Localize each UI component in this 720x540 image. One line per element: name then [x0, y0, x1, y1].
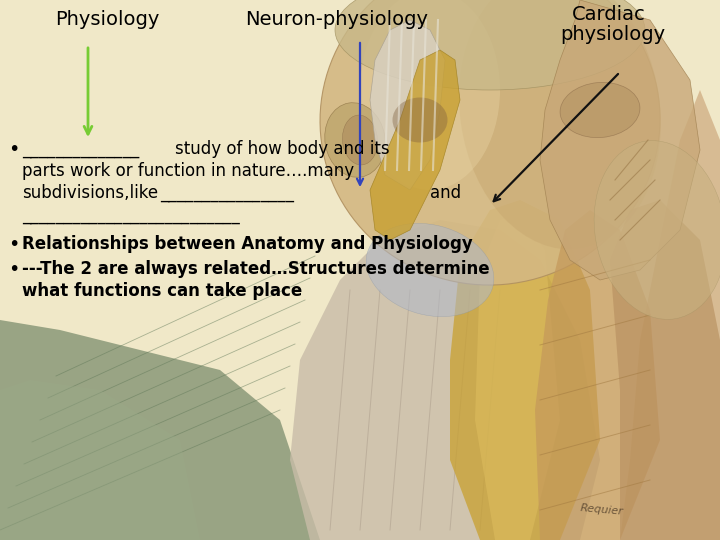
Ellipse shape — [325, 103, 385, 177]
Text: •: • — [8, 140, 19, 159]
Text: ________________: ________________ — [160, 184, 294, 202]
Polygon shape — [450, 200, 600, 540]
Ellipse shape — [366, 224, 494, 316]
Ellipse shape — [360, 0, 500, 190]
Text: study of how body and its: study of how body and its — [175, 140, 390, 158]
Ellipse shape — [560, 83, 640, 138]
Polygon shape — [370, 50, 460, 240]
Ellipse shape — [320, 0, 660, 285]
Polygon shape — [475, 210, 560, 540]
Polygon shape — [290, 220, 600, 540]
Text: Physiology: Physiology — [55, 10, 159, 29]
Text: Requier: Requier — [580, 503, 624, 517]
Text: what functions can take place: what functions can take place — [22, 282, 302, 300]
Ellipse shape — [594, 140, 720, 319]
Text: ______________: ______________ — [22, 140, 139, 158]
Text: •: • — [8, 235, 19, 254]
Text: Relationships between Anatomy and Physiology: Relationships between Anatomy and Physio… — [22, 235, 473, 253]
Polygon shape — [610, 200, 720, 540]
Text: ---The 2 are always related…Structures determine: ---The 2 are always related…Structures d… — [22, 260, 490, 278]
Polygon shape — [620, 90, 720, 540]
Text: __________________________: __________________________ — [22, 206, 240, 224]
Ellipse shape — [459, 0, 661, 249]
Polygon shape — [535, 210, 660, 540]
Text: and: and — [430, 184, 461, 202]
Text: subdivisions,like: subdivisions,like — [22, 184, 158, 202]
Ellipse shape — [335, 0, 645, 90]
Polygon shape — [540, 0, 700, 280]
Text: Neuron-physiology: Neuron-physiology — [245, 10, 428, 29]
Polygon shape — [0, 380, 200, 540]
Ellipse shape — [343, 115, 377, 165]
Polygon shape — [0, 320, 320, 540]
Text: Cardiac: Cardiac — [572, 5, 646, 24]
Ellipse shape — [392, 98, 448, 143]
Text: physiology: physiology — [560, 25, 665, 44]
Polygon shape — [370, 20, 445, 190]
Text: parts work or function in nature….many: parts work or function in nature….many — [22, 162, 354, 180]
Text: •: • — [8, 260, 19, 279]
